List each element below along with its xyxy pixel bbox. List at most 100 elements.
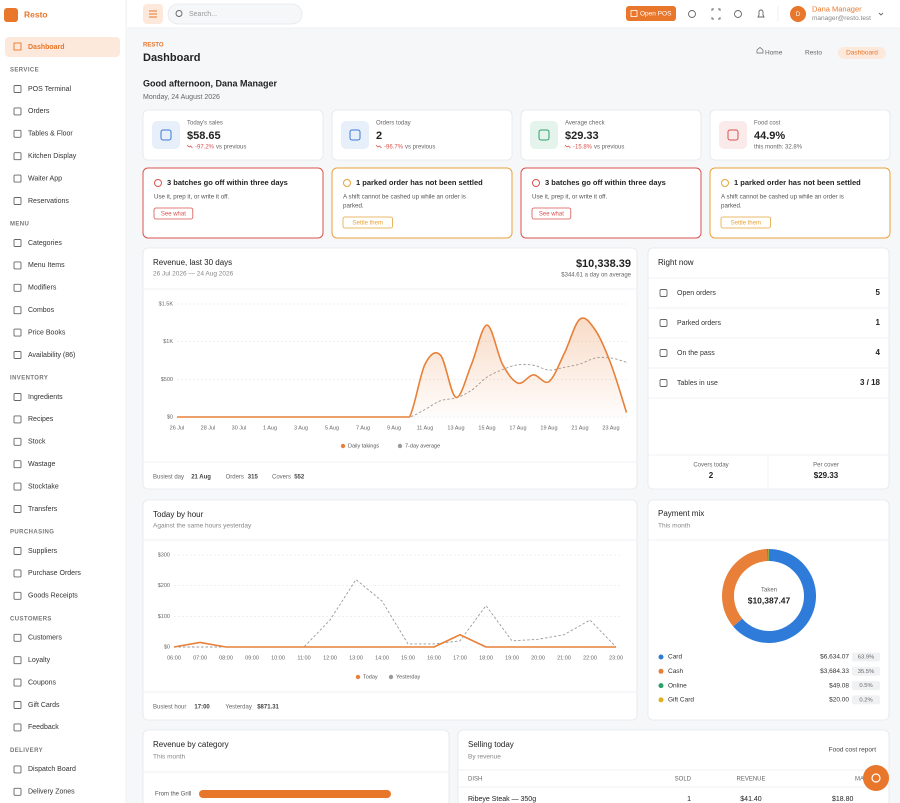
row-icon (659, 379, 668, 387)
nav-item[interactable]: Waiter App (28, 175, 62, 182)
legend-swatch (355, 674, 361, 680)
legend-label: Online (668, 682, 687, 689)
legend-amount: $6,634.07 (820, 654, 849, 661)
nav-item[interactable]: Feedback (28, 724, 59, 731)
sidebar (0, 0, 126, 803)
kpi-label: Food cost (754, 121, 781, 127)
brand: Resto (24, 9, 48, 19)
nav-item[interactable]: Menu Items (28, 262, 65, 269)
nav-item[interactable]: Wastage (28, 461, 55, 468)
percent-label: 63.9% (858, 655, 874, 661)
open-pos-button[interactable] (626, 6, 676, 21)
card-subtitle: By revenue (468, 754, 501, 761)
x-tick-label: 19:00 (505, 655, 519, 661)
alert-button-label: See what (161, 211, 186, 217)
alert-text: parked. (343, 203, 364, 210)
footer-label: Busiest hour (153, 705, 186, 711)
nav-section: MENU (10, 222, 29, 228)
kpi-note: vs previous (216, 145, 246, 151)
cell: $41.40 (740, 796, 762, 803)
menu-icon (149, 10, 157, 18)
nav-item[interactable]: Suppliers (28, 548, 58, 555)
nav-icon (13, 197, 22, 205)
legend-label: Yesterday (396, 674, 421, 680)
selling-card (457, 729, 890, 803)
nav-active[interactable] (5, 37, 120, 57)
nav-item[interactable]: Kitchen Display (28, 153, 77, 160)
help-button[interactable] (863, 765, 889, 791)
legend-swatch (397, 443, 403, 449)
nav-item[interactable]: Stocktake (28, 483, 59, 490)
nav-item[interactable]: Categories (28, 240, 62, 247)
x-tick-label: 08:00 (219, 655, 233, 661)
nav-item[interactable]: Dispatch Board (28, 766, 76, 773)
nav-item[interactable]: Stock (28, 439, 46, 446)
nav-item[interactable]: Customers (28, 635, 62, 642)
nav-item[interactable]: Transfers (28, 506, 58, 513)
nav-item[interactable]: Loyalty (28, 657, 51, 664)
alert-text: parked. (721, 203, 742, 210)
kpi-card (331, 109, 513, 161)
row-value: 3 / 18 (860, 378, 881, 387)
nav-item[interactable]: Recipes (28, 416, 54, 423)
kpi-label: Orders today (376, 121, 411, 127)
x-tick-label: 12:00 (323, 655, 337, 661)
avatar[interactable] (790, 6, 806, 22)
alert-button[interactable] (342, 216, 393, 229)
payment-card (647, 499, 890, 721)
alert-button-label: See what (539, 211, 564, 217)
cell: $18.80 (832, 796, 854, 803)
clock-icon[interactable] (734, 10, 742, 18)
search-box[interactable] (167, 3, 303, 25)
nav-icon (13, 701, 22, 709)
donut-center-label: Taken (761, 588, 777, 594)
nav-item[interactable]: Price Books (28, 329, 66, 336)
alert-title: 3 batches go off within three days (545, 178, 666, 187)
nav-icon (13, 261, 22, 270)
breadcrumb[interactable]: Home (765, 50, 783, 57)
alert-button[interactable] (153, 207, 194, 220)
alert-card (142, 167, 324, 239)
nav-item[interactable]: Dashboard (28, 44, 65, 51)
language-icon[interactable] (688, 10, 696, 18)
legend-swatch (388, 674, 394, 680)
nav-item[interactable]: Orders (28, 108, 50, 115)
stat-label: Per cover (813, 463, 839, 469)
bell-icon[interactable] (757, 9, 765, 18)
user-caret[interactable] (878, 12, 884, 16)
nav-item[interactable]: Gift Cards (28, 702, 60, 709)
revenue-total: $10,338.39 (576, 258, 631, 270)
nav-item[interactable]: Tables & Floor (28, 131, 73, 138)
y-tick-label: $500 (161, 377, 173, 383)
brand-logo (4, 8, 18, 22)
kpi-icon-bg (719, 121, 747, 149)
percent-pill (852, 652, 880, 662)
fullscreen-icon[interactable] (711, 8, 721, 20)
y-tick-label: $300 (158, 552, 170, 558)
user-email: manager@resto.test (812, 15, 871, 22)
cell: 1 (687, 796, 691, 803)
row-label: Tables in use (677, 380, 718, 387)
report-link[interactable]: Food cost report (829, 747, 877, 754)
nav-item[interactable]: Combos (28, 307, 55, 314)
footer-label: Yesterday (225, 705, 251, 711)
alert-button[interactable] (720, 216, 771, 229)
nav-item[interactable]: Reservations (28, 198, 69, 205)
nav-item[interactable]: Coupons (28, 679, 57, 686)
nav-item[interactable]: Delivery Zones (28, 789, 75, 796)
alert-button[interactable] (531, 207, 572, 220)
nav-icon (13, 482, 22, 491)
nav-item[interactable]: Availability (86) (28, 352, 75, 359)
nav-item[interactable]: Purchase Orders (28, 570, 81, 577)
y-tick-label: $0 (167, 414, 173, 420)
nav-item[interactable]: POS Terminal (28, 86, 71, 93)
nav-icon (13, 633, 22, 642)
nav-item[interactable]: Ingredients (28, 394, 63, 401)
nav-item[interactable]: Modifiers (28, 285, 57, 292)
alert-icon (343, 179, 351, 187)
y-tick-label: $0 (164, 644, 170, 650)
nav-item[interactable]: Goods Receipts (28, 593, 78, 600)
breadcrumb[interactable]: Resto (805, 50, 822, 57)
kpi-icon-bg (341, 121, 369, 149)
kpi-icon (160, 129, 172, 141)
